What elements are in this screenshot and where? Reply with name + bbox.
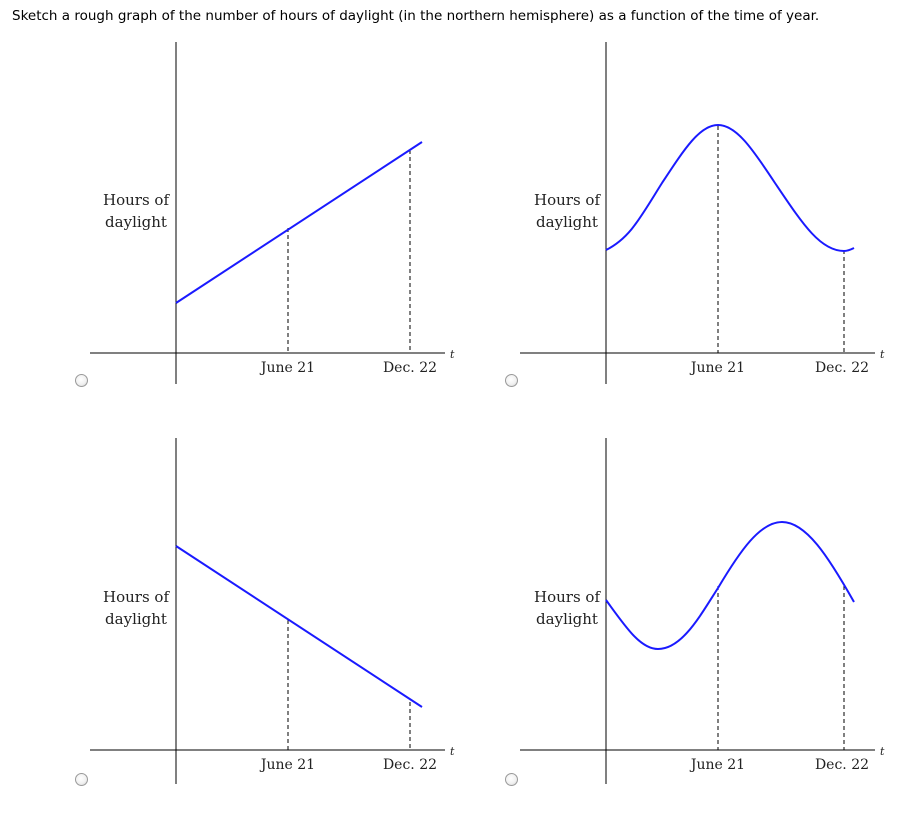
y-label-line1: Hours of [534,191,601,209]
y-label-line2: daylight [105,610,167,628]
daylight-curve [175,545,423,708]
y-label-line2: daylight [105,213,167,231]
answer-option-b[interactable]: Hours of daylight June 21 Dec. 22 t [430,38,885,418]
radio-option-d[interactable] [505,773,518,786]
t-axis-label: t [450,745,455,758]
y-label-line1: Hours of [103,191,170,209]
daylight-curve [175,141,423,304]
y-label-line2: daylight [536,610,598,628]
t-axis-label: t [880,348,885,361]
y-label-line2: daylight [536,213,598,231]
tick-dec-22: Dec. 22 [815,360,869,376]
tick-dec-22: Dec. 22 [383,360,437,376]
graph-c: Hours of daylight June 21 Dec. 22 t [90,438,455,784]
y-label-line1: Hours of [103,588,170,606]
t-axis-label: t [450,348,455,361]
daylight-curve [605,520,855,651]
radio-option-a[interactable] [75,374,88,387]
y-label-line1: Hours of [534,588,601,606]
tick-dec-22: Dec. 22 [383,757,437,773]
answer-option-d[interactable]: Hours of daylight June 21 Dec. 22 t [430,436,885,816]
daylight-curve [605,123,855,253]
question-text: Sketch a rough graph of the number of ho… [12,8,820,24]
t-axis-label: t [880,745,885,758]
tick-june-21: June 21 [689,757,745,773]
answer-option-a[interactable]: Hours of daylight June 21 Dec. 22 t [0,38,455,418]
tick-dec-22: Dec. 22 [815,757,869,773]
graph-a: Hours of daylight June 21 Dec. 22 t [90,42,455,384]
answer-option-c[interactable]: Hours of daylight June 21 Dec. 22 t [0,436,455,816]
graph-b: Hours of daylight June 21 Dec. 22 t [520,42,885,384]
tick-june-21: June 21 [259,757,315,773]
radio-option-b[interactable] [505,374,518,387]
radio-option-c[interactable] [75,773,88,786]
graph-d: Hours of daylight June 21 Dec. 22 t [520,438,885,784]
tick-june-21: June 21 [689,360,745,376]
tick-june-21: June 21 [259,360,315,376]
